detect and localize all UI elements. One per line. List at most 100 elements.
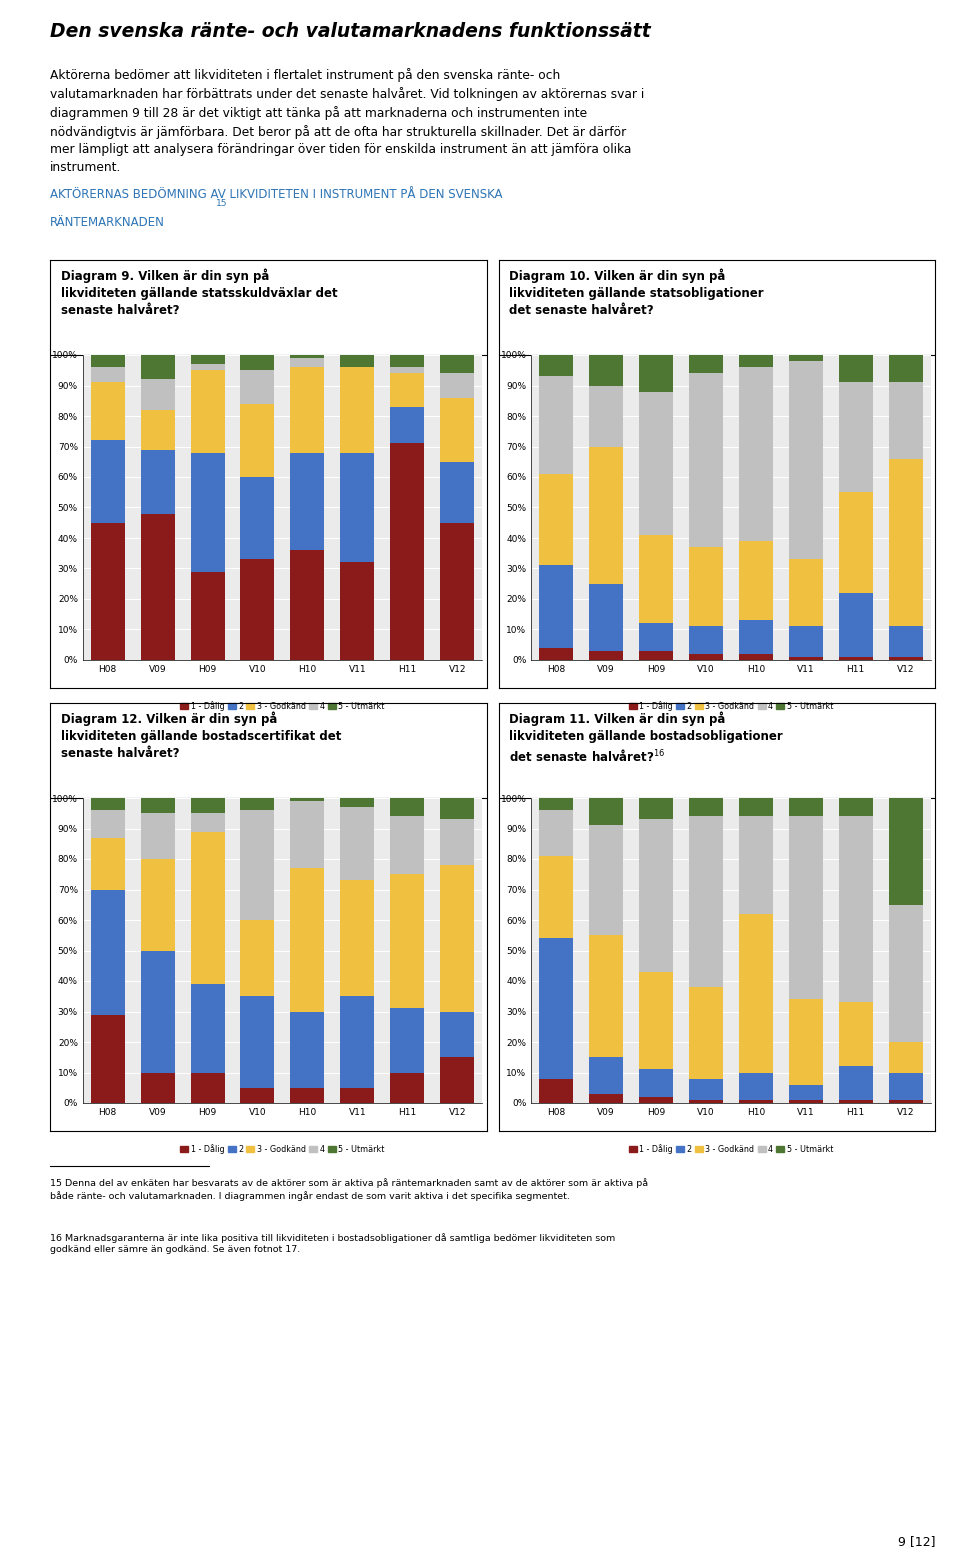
- Bar: [540, 939, 573, 1078]
- Text: Diagram 10. Vilken är din syn på
likviditeten gällande statsobligationer
det sen: Diagram 10. Vilken är din syn på likvidi…: [510, 268, 764, 317]
- Bar: [241, 920, 275, 997]
- Bar: [639, 356, 673, 392]
- Bar: [241, 476, 275, 559]
- Bar: [241, 356, 275, 370]
- Bar: [141, 951, 175, 1072]
- Bar: [341, 997, 374, 1087]
- Bar: [391, 373, 424, 407]
- Bar: [391, 367, 424, 373]
- Bar: [839, 798, 873, 816]
- Bar: [589, 826, 623, 935]
- Bar: [739, 356, 773, 367]
- Bar: [839, 592, 873, 657]
- Bar: [91, 890, 125, 1014]
- Bar: [889, 1100, 923, 1103]
- Bar: [789, 627, 823, 657]
- Bar: [91, 382, 125, 440]
- Bar: [689, 987, 723, 1078]
- Legend: 1 - Dålig, 2, 3 - Godkänd, 4, 5 - Utmärkt: 1 - Dålig, 2, 3 - Godkänd, 4, 5 - Utmärk…: [627, 699, 835, 711]
- Bar: [441, 356, 474, 373]
- Bar: [589, 385, 623, 447]
- Bar: [291, 367, 324, 453]
- Bar: [141, 450, 175, 514]
- Bar: [191, 832, 225, 984]
- Text: 15: 15: [216, 199, 228, 207]
- Bar: [141, 379, 175, 411]
- Bar: [889, 1042, 923, 1072]
- Bar: [889, 1072, 923, 1100]
- Bar: [639, 392, 673, 534]
- Bar: [540, 473, 573, 566]
- Bar: [291, 798, 324, 801]
- Bar: [540, 1078, 573, 1103]
- Bar: [639, 624, 673, 650]
- Bar: [889, 382, 923, 459]
- Bar: [839, 1100, 873, 1103]
- Bar: [341, 563, 374, 660]
- Bar: [291, 1087, 324, 1103]
- Bar: [689, 1100, 723, 1103]
- Bar: [291, 1012, 324, 1087]
- Bar: [291, 453, 324, 550]
- Bar: [241, 370, 275, 404]
- Bar: [91, 798, 125, 810]
- Bar: [91, 440, 125, 523]
- Bar: [689, 1078, 723, 1100]
- Bar: [789, 1100, 823, 1103]
- Bar: [839, 657, 873, 660]
- Bar: [639, 534, 673, 624]
- Bar: [241, 810, 275, 920]
- Bar: [589, 447, 623, 584]
- Bar: [141, 411, 175, 450]
- Bar: [739, 914, 773, 1072]
- Bar: [689, 627, 723, 653]
- Bar: [839, 1003, 873, 1067]
- Bar: [589, 584, 623, 650]
- Bar: [141, 813, 175, 859]
- Bar: [839, 1067, 873, 1100]
- Bar: [739, 621, 773, 653]
- Text: Diagram 12. Vilken är din syn på
likviditeten gällande bostadscertifikat det
sen: Diagram 12. Vilken är din syn på likvidi…: [60, 711, 342, 760]
- Bar: [291, 801, 324, 868]
- Bar: [141, 859, 175, 951]
- Bar: [589, 650, 623, 660]
- Bar: [391, 443, 424, 660]
- Bar: [441, 373, 474, 398]
- Bar: [889, 904, 923, 1042]
- Bar: [191, 356, 225, 364]
- Bar: [191, 370, 225, 453]
- Bar: [441, 798, 474, 820]
- Text: Diagram 9. Vilken är din syn på
likviditeten gällande statsskuldväxlar det
senas: Diagram 9. Vilken är din syn på likvidit…: [60, 268, 338, 317]
- Bar: [191, 572, 225, 660]
- Bar: [589, 1094, 623, 1103]
- Text: 15 Denna del av enkäten har besvarats av de aktörer som är aktiva på räntemarkna: 15 Denna del av enkäten har besvarats av…: [50, 1178, 648, 1200]
- Bar: [639, 820, 673, 972]
- Bar: [241, 1087, 275, 1103]
- Bar: [391, 356, 424, 367]
- Bar: [91, 367, 125, 382]
- Bar: [241, 559, 275, 660]
- Bar: [341, 356, 374, 367]
- Bar: [889, 627, 923, 657]
- Bar: [441, 462, 474, 523]
- Bar: [91, 356, 125, 367]
- Bar: [441, 398, 474, 462]
- Bar: [789, 816, 823, 1000]
- Bar: [540, 798, 573, 810]
- Bar: [689, 816, 723, 987]
- Bar: [540, 566, 573, 647]
- Bar: [889, 657, 923, 660]
- Bar: [441, 523, 474, 660]
- Bar: [91, 838, 125, 890]
- Bar: [689, 547, 723, 627]
- Bar: [191, 984, 225, 1072]
- Bar: [789, 356, 823, 360]
- Bar: [839, 382, 873, 492]
- Bar: [191, 813, 225, 832]
- Bar: [739, 367, 773, 541]
- Bar: [689, 373, 723, 547]
- Bar: [341, 453, 374, 563]
- Bar: [689, 356, 723, 373]
- Bar: [889, 798, 923, 904]
- Bar: [91, 1014, 125, 1103]
